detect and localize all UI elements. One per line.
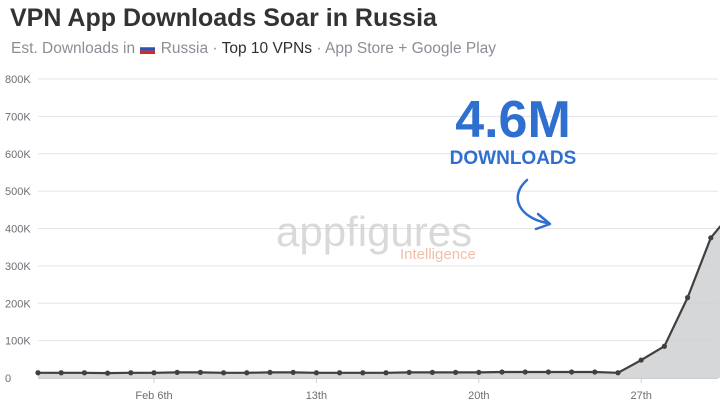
data-point	[105, 370, 111, 376]
data-point	[337, 370, 343, 376]
subtitle-scope: Top 10 VPNs	[221, 40, 313, 57]
data-point	[197, 369, 203, 375]
data-point	[244, 370, 250, 376]
data-point	[545, 369, 552, 375]
data-point	[569, 369, 575, 375]
y-axis: 0 100K 200K 300K 400K 500K 600K 700K 800K	[5, 74, 31, 385]
chart-subtitle: Est. Downloads in Russia · Top 10 VPNs ·…	[11, 40, 496, 58]
data-point	[35, 370, 41, 376]
russia-flag-icon	[140, 44, 156, 54]
data-point	[708, 235, 714, 241]
y-tick-label: 300K	[5, 261, 31, 273]
chart-title: VPN App Downloads Soar in Russia	[10, 4, 437, 32]
y-tick-label: 100K	[5, 336, 31, 348]
data-point	[383, 370, 389, 376]
data-point	[290, 369, 296, 375]
subtitle-stores: App Store + Google Play	[325, 40, 497, 57]
y-tick-label: 600K	[5, 149, 31, 161]
data-point	[406, 369, 412, 375]
data-point	[429, 369, 435, 375]
callout-arrow-icon	[516, 178, 549, 225]
callout-caption: DOWNLOADS	[450, 148, 577, 169]
y-tick-label: 0	[5, 373, 11, 385]
x-tick-label: 20th	[468, 390, 489, 402]
data-point	[174, 369, 180, 375]
y-tick-label: 800K	[5, 74, 31, 86]
data-point	[221, 370, 227, 376]
callout-arrowhead-icon	[534, 212, 552, 231]
data-point	[151, 370, 157, 376]
x-tick-label: 27th	[630, 390, 651, 402]
subtitle-prefix: Est. Downloads in	[11, 40, 136, 57]
data-point	[476, 369, 482, 375]
x-tick-label: 13th	[306, 390, 327, 402]
watermark-product: Intelligence	[400, 246, 476, 263]
data-point	[81, 370, 87, 376]
y-tick-label: 500K	[5, 186, 31, 198]
data-point	[267, 369, 273, 375]
data-point	[638, 357, 644, 363]
x-axis: Feb 6th 13th 20th 27th	[38, 378, 718, 402]
data-point	[360, 370, 366, 376]
data-point	[313, 370, 319, 376]
data-points	[35, 235, 714, 376]
y-tick-label: 400K	[5, 224, 31, 236]
watermark-brand: appfigures	[276, 208, 472, 255]
downloads-area	[38, 226, 720, 378]
subtitle-country: Russia	[160, 40, 209, 57]
watermark: appfigures Intelligence	[276, 208, 476, 263]
data-point	[58, 370, 64, 376]
data-point	[592, 369, 598, 375]
subtitle-separator: ·	[212, 40, 218, 57]
data-point	[499, 369, 505, 375]
y-tick-label: 700K	[5, 111, 31, 123]
downloads-callout: 4.6M DOWNLOADS	[450, 91, 577, 231]
data-point	[453, 369, 459, 375]
subtitle-separator: ·	[316, 40, 322, 57]
data-point	[128, 370, 134, 376]
data-point	[522, 369, 528, 375]
callout-value: 4.6M	[455, 91, 571, 149]
y-tick-label: 200K	[5, 298, 31, 310]
data-point	[615, 370, 621, 376]
data-point	[661, 343, 668, 349]
data-point	[685, 295, 691, 301]
x-tick-label: Feb 6th	[135, 390, 172, 402]
